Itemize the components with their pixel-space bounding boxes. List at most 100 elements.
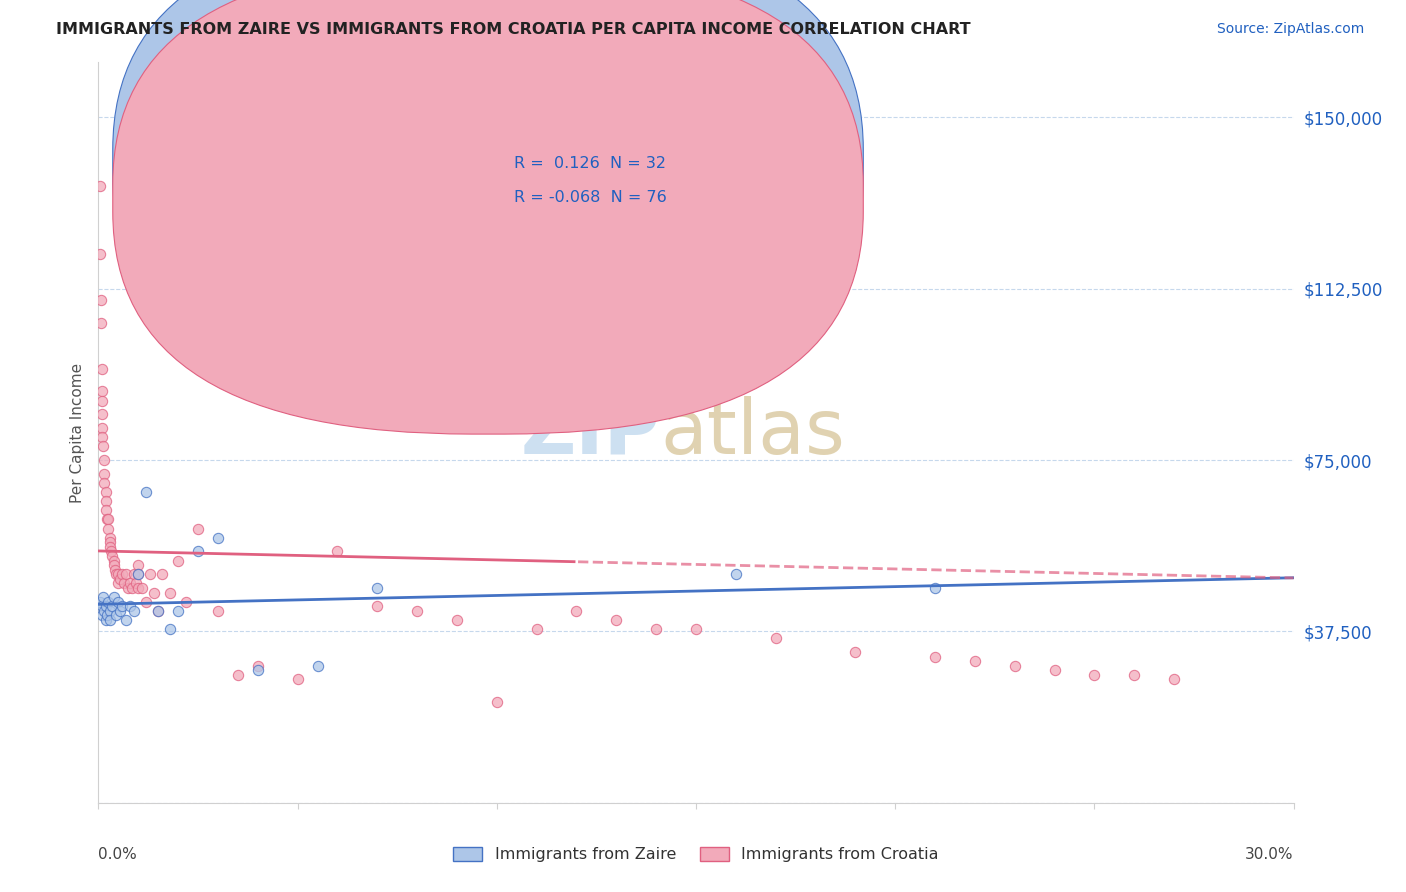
Point <box>89 247 111 261</box>
Point <box>148 604 170 618</box>
Point <box>246 663 269 677</box>
Point <box>125 576 148 591</box>
Point <box>127 567 149 582</box>
Point <box>115 567 138 582</box>
Point <box>93 453 115 467</box>
Point <box>159 622 181 636</box>
Text: IMMIGRANTS FROM ZAIRE VS IMMIGRANTS FROM CROATIA PER CAPITA INCOME CORRELATION C: IMMIGRANTS FROM ZAIRE VS IMMIGRANTS FROM… <box>56 22 972 37</box>
Point <box>103 553 125 567</box>
Point <box>1083 668 1105 682</box>
Point <box>96 599 118 614</box>
Point <box>135 595 157 609</box>
Point <box>91 408 114 422</box>
Point <box>90 293 112 307</box>
Point <box>143 585 166 599</box>
Point <box>287 673 309 687</box>
Point <box>107 567 129 582</box>
Point <box>844 645 866 659</box>
Text: R = -0.068  N = 76: R = -0.068 N = 76 <box>515 190 666 205</box>
Point <box>127 558 149 573</box>
Point <box>226 668 249 682</box>
Point <box>101 599 124 614</box>
Point <box>131 581 153 595</box>
Point <box>100 544 122 558</box>
Point <box>105 567 128 582</box>
Point <box>111 567 134 582</box>
Point <box>91 608 114 623</box>
Point <box>685 622 707 636</box>
Point <box>148 604 170 618</box>
Point <box>97 522 120 536</box>
Text: atlas: atlas <box>661 396 845 469</box>
Point <box>127 581 149 595</box>
Point <box>366 599 388 614</box>
Text: 0.0%: 0.0% <box>98 847 138 863</box>
Point <box>605 613 627 627</box>
Point <box>103 558 125 573</box>
Point <box>112 576 135 591</box>
Point <box>724 567 747 582</box>
Point <box>963 654 986 668</box>
Point <box>187 544 209 558</box>
Point <box>1043 663 1066 677</box>
Point <box>98 540 122 554</box>
Point <box>924 581 946 595</box>
Point <box>187 522 209 536</box>
Point <box>167 553 190 567</box>
Point <box>124 567 146 582</box>
Point <box>96 494 118 508</box>
FancyBboxPatch shape <box>112 0 863 400</box>
Point <box>167 604 190 618</box>
Point <box>90 361 112 376</box>
Point <box>127 567 149 582</box>
Point <box>97 512 120 526</box>
Point <box>124 604 146 618</box>
Point <box>565 604 588 618</box>
Point <box>97 595 120 609</box>
Point <box>94 613 117 627</box>
Point <box>120 599 142 614</box>
Point <box>103 590 125 604</box>
Point <box>111 599 134 614</box>
Point <box>135 485 157 500</box>
Point <box>93 467 115 481</box>
Point <box>246 658 269 673</box>
Point <box>91 421 114 435</box>
Point <box>107 595 129 609</box>
Text: 30.0%: 30.0% <box>1246 847 1294 863</box>
Point <box>366 581 388 595</box>
Point <box>121 581 143 595</box>
Y-axis label: Per Capita Income: Per Capita Income <box>70 362 86 503</box>
Point <box>117 581 139 595</box>
Point <box>104 563 127 577</box>
Point <box>150 567 173 582</box>
Point <box>107 576 129 591</box>
Point <box>1123 668 1146 682</box>
Point <box>96 503 118 517</box>
Point <box>93 475 115 490</box>
Point <box>91 590 114 604</box>
Point <box>924 649 946 664</box>
Point <box>139 567 162 582</box>
Point <box>93 604 115 618</box>
Point <box>89 595 111 609</box>
Point <box>96 512 118 526</box>
Point <box>91 430 114 444</box>
Point <box>1004 658 1026 673</box>
Point <box>446 613 468 627</box>
Point <box>326 544 349 558</box>
Point <box>1163 673 1185 687</box>
Point <box>406 604 429 618</box>
Point <box>90 384 112 399</box>
Point <box>91 393 114 408</box>
Point <box>174 595 197 609</box>
Point <box>89 178 111 193</box>
Point <box>307 658 329 673</box>
Point <box>105 608 128 623</box>
Text: Source: ZipAtlas.com: Source: ZipAtlas.com <box>1216 22 1364 37</box>
Point <box>96 608 118 623</box>
Text: ZIP: ZIP <box>520 396 661 469</box>
Point <box>115 613 138 627</box>
FancyBboxPatch shape <box>112 0 863 434</box>
Point <box>98 531 121 545</box>
